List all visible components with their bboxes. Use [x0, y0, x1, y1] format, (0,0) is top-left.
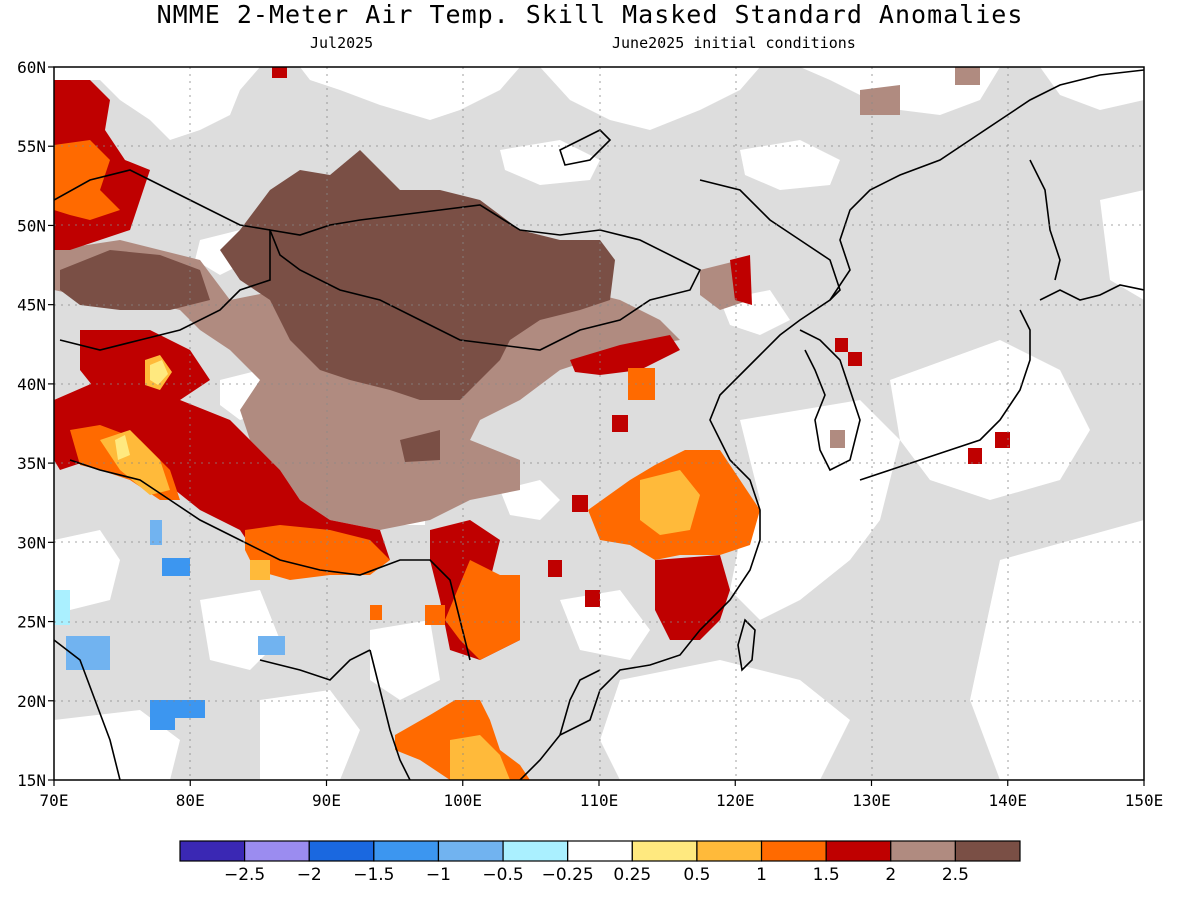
anomaly-fields [54, 67, 1144, 780]
legend-label: 1.5 [813, 865, 840, 885]
lat-tick-label: 35N [17, 454, 46, 473]
chart-title: NMME 2-Meter Air Temp. Skill Masked Stan… [156, 0, 1024, 29]
region-n05-india [66, 636, 285, 670]
legend-label: 2.5 [942, 865, 969, 885]
lon-tick-label: 130E [852, 791, 891, 810]
lat-tick-label: 25N [17, 613, 46, 632]
region-p25-south [400, 430, 440, 462]
legend-swatch [373, 840, 440, 862]
lon-tick-label: 100E [443, 791, 482, 810]
legend-swatch [567, 840, 633, 862]
legend-swatch [696, 840, 763, 862]
region-p15-small1 [612, 415, 628, 432]
region-p025 [115, 360, 168, 460]
region-p15-small4 [585, 590, 600, 607]
lon-tick-label: 120E [716, 791, 755, 810]
legend-label: 0.25 [613, 865, 651, 885]
anomaly-map: 70E 80E 90E 100E 110E 120E 130E 140E 150E 15N 20N… [17, 58, 1164, 810]
region-p1-west [54, 140, 120, 220]
region-p2-top [860, 85, 900, 115]
region-p25 [220, 150, 615, 400]
legend-label: −2 [297, 865, 322, 885]
lat-tick-label: 60N [17, 58, 46, 77]
lon-axis: 70E 80E 90E 100E 110E 120E 130E 140E 150E [40, 780, 1164, 810]
region-n1-india [150, 558, 205, 730]
lon-tick-label: 110E [580, 791, 619, 810]
legend-swatch [954, 840, 1021, 862]
initial-conditions: June2025 initial conditions [612, 34, 856, 52]
lon-tick-label: 80E [176, 791, 205, 810]
region-p1-small [628, 368, 655, 400]
color-legend: −2.5 −2 −1.5 −1 −0.5 −0.25 0.25 0.5 1 1.5 2 2.5 [0, 830, 1200, 890]
region-p15-japan [968, 432, 1010, 464]
legend-swatch [308, 840, 375, 862]
legend-swatch [825, 840, 892, 862]
kazakh-border [54, 169, 271, 231]
lon-tick-label: 150E [1125, 791, 1164, 810]
region-p1-tibet-s [245, 525, 390, 580]
japan-hokkaido [1039, 284, 1144, 301]
india-coast [54, 639, 371, 780]
lat-tick-label: 40N [17, 375, 46, 394]
legend-swatch [437, 840, 504, 862]
region-n025-india [54, 590, 70, 625]
region-n05-small [150, 520, 162, 545]
lat-tick-label: 50N [17, 216, 46, 235]
korea-coast [799, 329, 861, 472]
legend-swatch [244, 840, 310, 862]
legend-swatch [179, 840, 246, 862]
lon-tick-label: 70E [40, 791, 69, 810]
legend-swatch [760, 840, 827, 862]
lat-tick-label: 15N [17, 771, 46, 790]
china-east-coast [519, 69, 1144, 780]
legend-label: −2.5 [224, 865, 265, 885]
legend-label: −0.25 [542, 865, 594, 885]
region-p05-east-china [640, 470, 700, 535]
russia-china-border [699, 179, 841, 301]
baikal [559, 129, 612, 166]
legend-swatch [502, 840, 569, 862]
region-p15-small2 [572, 495, 588, 512]
region-p25-west [60, 250, 210, 310]
region-p15-inner-mongolia [570, 335, 680, 375]
legend-label: 1 [756, 865, 767, 885]
legend-label: −0.5 [482, 865, 523, 885]
legend-swatch [890, 840, 956, 862]
region-p2 [54, 240, 680, 530]
region-p2-top2 [955, 67, 980, 85]
legend-label: 2 [885, 865, 896, 885]
legend-label: 0.5 [683, 865, 710, 885]
forecast-month: Jul2025 [310, 34, 374, 52]
sakhalin [1029, 159, 1061, 281]
taiwan [737, 618, 756, 672]
coastlines-borders [54, 69, 1144, 780]
indochina-coast [369, 649, 601, 780]
region-p15-korea [835, 338, 862, 366]
region-p1-small2 [370, 605, 445, 625]
india-border [69, 459, 471, 661]
legend-label: −1 [426, 865, 451, 885]
japan-honshu [859, 309, 1031, 481]
region-p15-small3 [548, 560, 562, 577]
lat-tick-label: 30N [17, 533, 46, 552]
lat-tick-label: 20N [17, 692, 46, 711]
region-p15-nw [730, 255, 752, 305]
lat-tick-label: 55N [17, 137, 46, 156]
mongolia-border [268, 204, 702, 351]
lat-tick-label: 45N [17, 296, 46, 315]
region-p2-korea [830, 430, 845, 448]
legend-swatch [631, 840, 698, 862]
lon-tick-label: 90E [312, 791, 341, 810]
region-p05-tibet [250, 560, 270, 580]
region-p15-tibet [54, 360, 390, 570]
region-p05-indochina [450, 735, 510, 780]
china-west-border [59, 230, 271, 351]
lon-tick-label: 140E [988, 791, 1027, 810]
legend-label: −1.5 [353, 865, 394, 885]
region-p15-top [272, 67, 287, 78]
lat-axis: 15N 20N 25N 30N 35N 40N 45N 50N 55N 60N [17, 58, 54, 790]
